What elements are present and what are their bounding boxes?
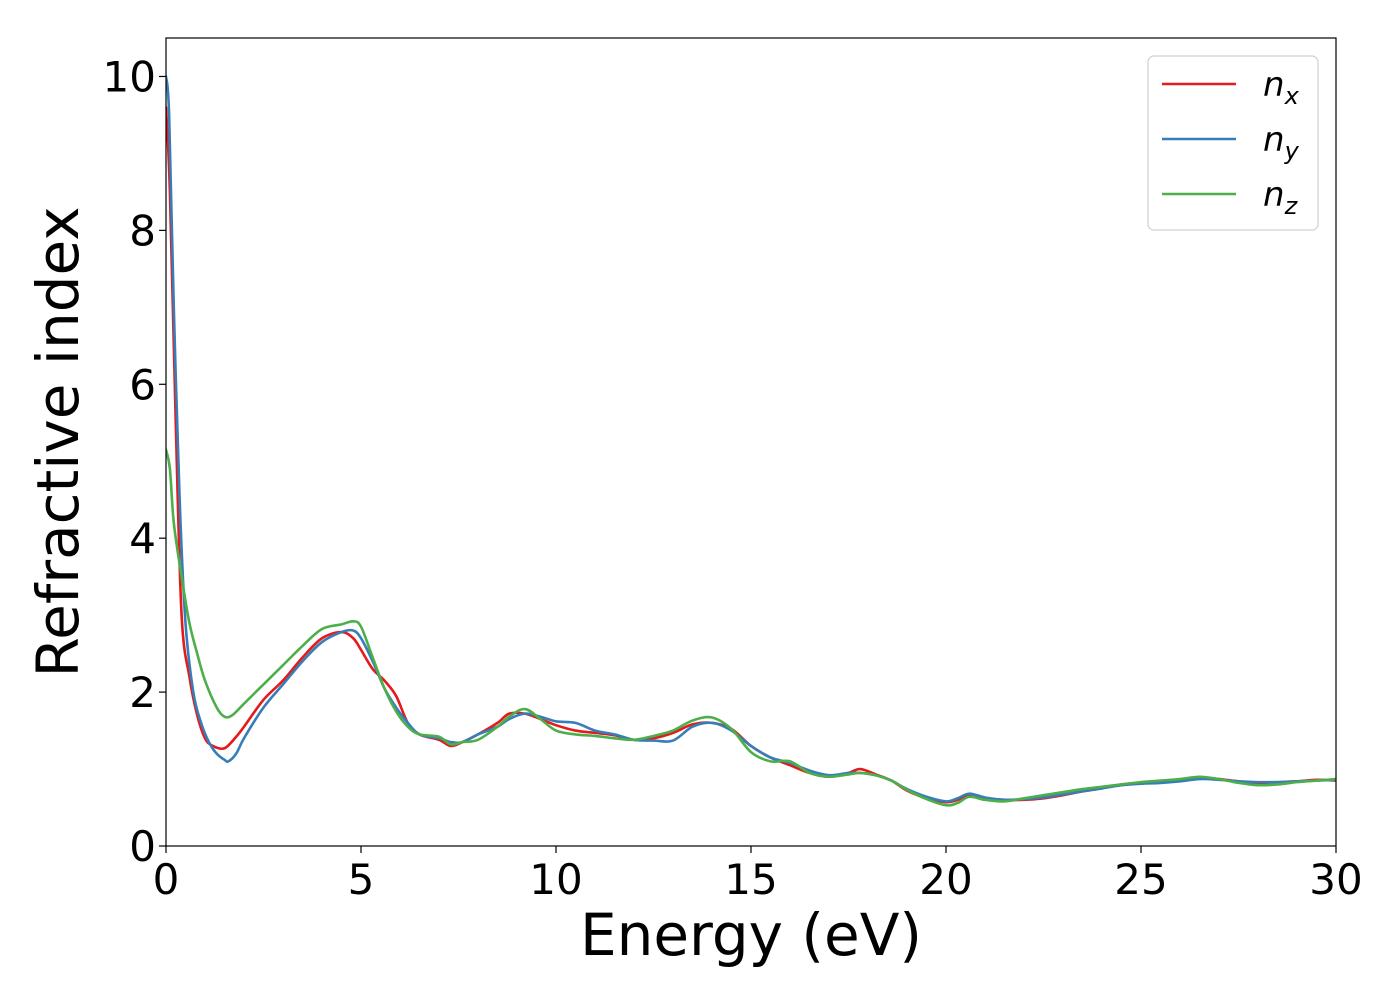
y-tick-label: 4: [129, 514, 156, 563]
x-tick-label: 20: [919, 855, 972, 904]
legend-label-z: nz: [1263, 175, 1299, 220]
series-line-n-z: [166, 448, 1336, 807]
legend-label-subscript: y: [1284, 137, 1300, 165]
legend-label-subscript: x: [1284, 82, 1300, 110]
legend-label-x: nx: [1263, 65, 1300, 110]
x-tick-label: 30: [1309, 855, 1362, 904]
x-axis: 0 5 10 15 20 25 30: [153, 846, 1363, 904]
legend-frame: [1147, 55, 1319, 231]
legend-label-base: n: [1263, 120, 1285, 160]
x-axis-title: Energy (eV): [580, 901, 922, 969]
legend-label-y: ny: [1263, 120, 1300, 165]
x-tick-label: 5: [348, 855, 375, 904]
x-tick-label: 10: [529, 855, 582, 904]
series-layer: [166, 75, 1336, 807]
legend-label-subscript: z: [1284, 192, 1299, 220]
y-tick-label: 2: [129, 668, 156, 717]
y-axis: 0 2 4 6 8 10: [103, 52, 166, 871]
y-tick-label: 10: [103, 52, 156, 101]
y-tick-label: 0: [129, 822, 156, 871]
legend-label-base: n: [1263, 175, 1285, 215]
x-tick-label: 25: [1114, 855, 1167, 904]
legend-label-base: n: [1263, 65, 1285, 105]
x-tick-label: 15: [724, 855, 777, 904]
x-tick-label: 0: [153, 855, 180, 904]
y-tick-label: 8: [129, 206, 156, 255]
y-tick-label: 6: [129, 360, 156, 409]
y-axis-title: Refractive index: [24, 206, 92, 677]
